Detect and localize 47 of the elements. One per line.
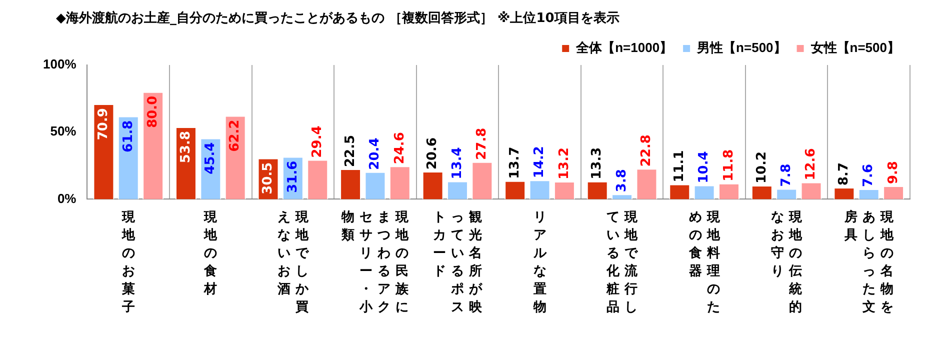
data-label: 7.8 <box>778 164 794 187</box>
data-label: 11.8 <box>721 149 736 182</box>
category-label: 現地の名物をあしらった文房具 <box>844 210 894 316</box>
data-label: 62.2 <box>228 120 243 152</box>
data-label: 29.4 <box>310 126 325 158</box>
data-label: 9.8 <box>886 161 901 184</box>
category-label: 現地の民族にまつわるアクセサリー・小物類 <box>342 210 409 316</box>
data-label: 13.4 <box>450 147 465 180</box>
data-label: 31.6 <box>285 160 300 193</box>
data-label: 27.8 <box>474 128 490 160</box>
category-label: 現地料理のための食器 <box>688 210 720 316</box>
data-label: 8.7 <box>836 162 852 186</box>
data-label: 45.4 <box>203 142 218 174</box>
y-tick-label: 0% <box>57 190 77 206</box>
data-label: 11.1 <box>672 150 688 182</box>
data-label: 20.4 <box>368 138 383 170</box>
data-label: 70.9 <box>96 108 112 140</box>
category-label: 現地の伝統的なお守り <box>771 210 802 316</box>
data-label: 20.6 <box>425 137 440 170</box>
data-label: 53.8 <box>178 131 194 164</box>
data-label: 24.6 <box>392 132 408 164</box>
category-label: 観光名所が映っているポストカード <box>432 210 482 316</box>
data-label: 7.6 <box>861 164 876 187</box>
legend-label: 男性【n=500】 <box>696 40 786 56</box>
y-tick-label: 50% <box>50 124 77 139</box>
category-label: 現地で流行している化粧品 <box>606 210 638 316</box>
data-label: 12.6 <box>804 148 819 180</box>
y-tick-label: 100% <box>43 56 77 72</box>
data-label: 13.2 <box>556 147 572 180</box>
chart-title: ◆海外渡航のお土産_自分のために買ったことがあるもの ［複数回答形式］ ※上位10項目を表示 <box>56 10 620 27</box>
data-label: 10.4 <box>696 151 712 184</box>
data-label: 22.8 <box>639 134 654 167</box>
data-label: 14.2 <box>532 146 548 178</box>
x-tick-label: リアルな置物 <box>532 209 547 318</box>
legend-label: 女性【n=500】 <box>810 40 900 56</box>
data-label: 3.8 <box>614 169 630 192</box>
data-label: 30.5 <box>260 162 276 194</box>
data-label: 13.3 <box>590 147 605 180</box>
data-label: 80.0 <box>145 96 160 128</box>
data-label: 22.5 <box>342 134 358 168</box>
legend-label: 全体【n=1000】 <box>575 40 673 56</box>
category-label: 現地でしか買えないお酒 <box>277 210 308 316</box>
data-label: 13.7 <box>507 146 522 179</box>
x-tick-label: 現地のお菓子 <box>121 209 136 318</box>
x-tick-label: 現地の食材 <box>204 209 218 300</box>
data-label: 10.2 <box>754 151 770 184</box>
data-label: 61.8 <box>120 120 136 152</box>
